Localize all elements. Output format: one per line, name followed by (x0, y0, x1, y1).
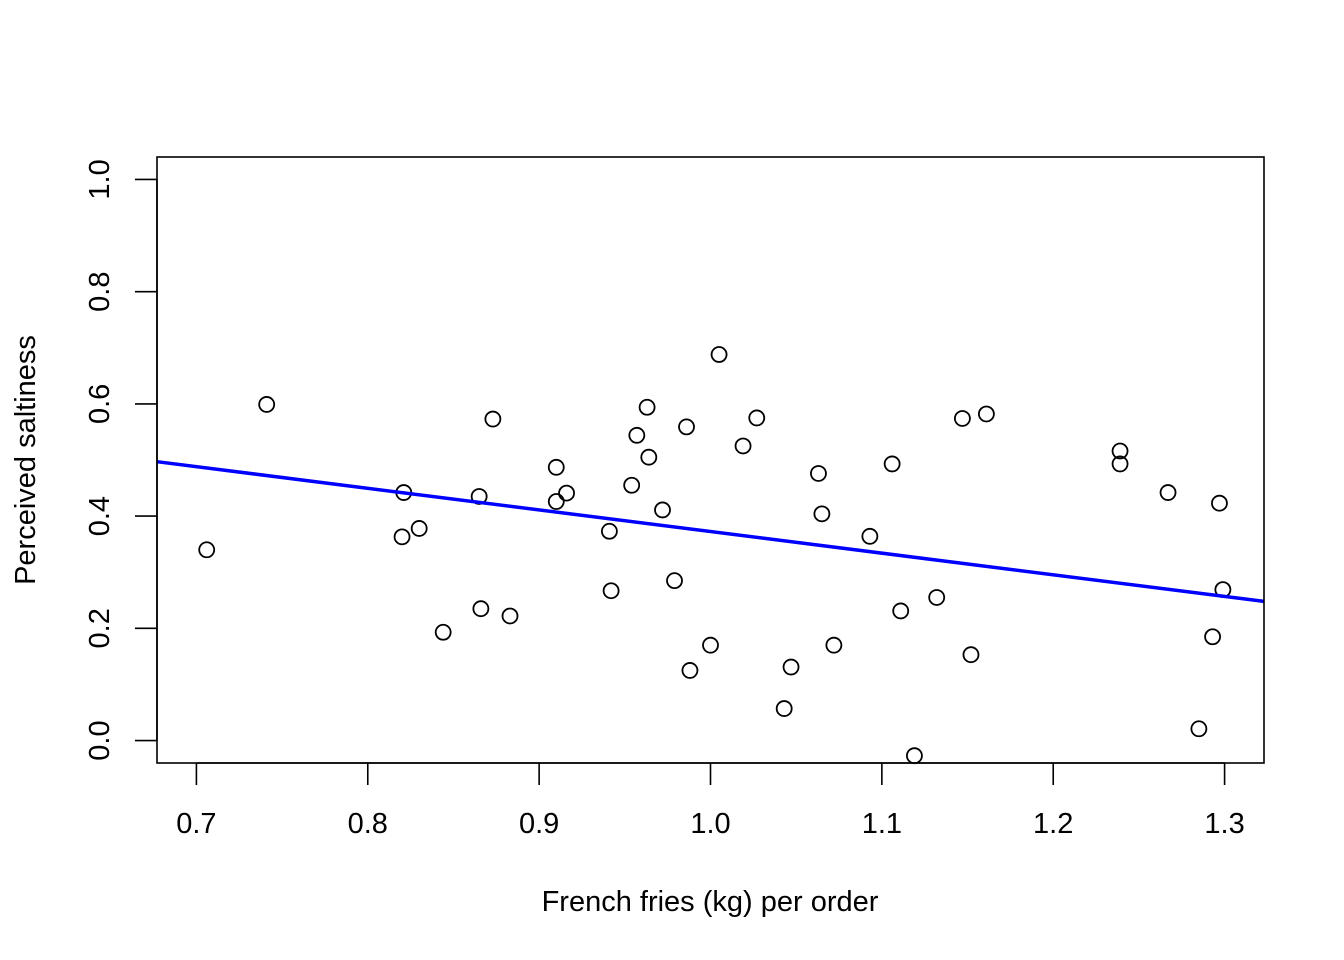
data-point (410, 520, 428, 537)
data-point (1211, 494, 1228, 512)
data-point (623, 476, 641, 494)
x-tick-label: 1.1 (862, 808, 902, 840)
x-tick-label: 0.8 (348, 808, 388, 840)
data-point (678, 418, 695, 436)
data-point (640, 448, 658, 466)
x-tick-label: 1.2 (1033, 808, 1073, 840)
x-tick-label: 0.9 (519, 808, 559, 840)
data-point (810, 465, 827, 482)
data-point (825, 636, 843, 654)
plot-frame (156, 156, 1265, 764)
data-point (654, 501, 671, 519)
data-point (258, 396, 276, 413)
data-point (1111, 455, 1129, 473)
fit-line (156, 459, 1265, 604)
data-point (782, 658, 800, 676)
x-axis-title: French fries (kg) per order (542, 886, 879, 918)
y-tick-label: 1.0 (84, 159, 116, 199)
data-point (748, 409, 766, 427)
data-point (628, 426, 646, 444)
data-point (702, 636, 719, 654)
fit-line-group (156, 459, 1265, 604)
data-point (710, 346, 728, 363)
data-point (977, 405, 995, 423)
data-point (962, 646, 980, 664)
data-point (1111, 442, 1129, 460)
data-point (666, 572, 683, 590)
data-point (501, 607, 519, 625)
data-point (1159, 484, 1177, 501)
y-tick-label: 0.8 (84, 272, 116, 312)
data-point (638, 398, 656, 416)
data-point (1190, 720, 1208, 738)
data-point (883, 455, 901, 473)
data-point (547, 458, 565, 476)
y-tick-label: 0.0 (84, 720, 116, 760)
data-point (434, 623, 452, 641)
data-point (602, 582, 620, 600)
data-point (813, 505, 831, 523)
data-point (681, 662, 699, 679)
data-point (558, 484, 575, 502)
data-point (954, 410, 971, 427)
data-point (734, 437, 752, 455)
x-tick-label: 0.7 (176, 808, 216, 840)
x-tick-label: 1.3 (1204, 808, 1244, 840)
y-tick-label: 0.2 (84, 608, 116, 648)
data-point (484, 410, 502, 428)
data-point (775, 700, 793, 717)
data-point (892, 602, 910, 620)
data-point (393, 528, 411, 546)
y-axis-title: Perceived saltiness (10, 335, 42, 585)
data-point (198, 541, 216, 559)
data-point (547, 493, 565, 510)
data-point (928, 589, 946, 606)
x-tick-label: 1.0 (690, 808, 730, 840)
data-point (472, 600, 490, 618)
x-axis: 0.7 0.8 0.9 1.0 1.1 1.2 1.3 (176, 762, 1245, 840)
data-point (1204, 628, 1221, 646)
data-point (600, 522, 618, 540)
y-tick-label: 0.6 (84, 384, 116, 424)
y-tick-label: 0.4 (84, 496, 116, 536)
data-point (861, 527, 879, 545)
